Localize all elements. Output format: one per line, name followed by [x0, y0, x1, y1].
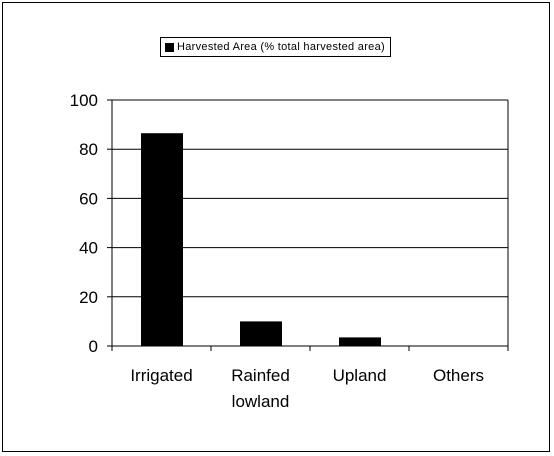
- y-tick-label: 20: [79, 288, 98, 307]
- y-tick-label: 0: [89, 337, 98, 356]
- x-tick-label: lowland: [232, 392, 290, 411]
- y-tick-label: 40: [79, 239, 98, 258]
- chart-frame: [2, 2, 550, 452]
- bar: [339, 337, 381, 346]
- x-tick-label: Upland: [333, 366, 387, 385]
- x-tick-label: Others: [433, 366, 484, 385]
- legend: Harvested Area (% total harvested area): [160, 37, 391, 57]
- bar: [141, 133, 183, 346]
- x-tick-label: Irrigated: [130, 366, 192, 385]
- bar: [240, 321, 282, 346]
- legend-label: Harvested Area (% total harvested area): [177, 41, 385, 53]
- legend-swatch: [165, 42, 174, 52]
- y-tick-label: 60: [79, 189, 98, 208]
- x-tick-label: Rainfed: [231, 366, 290, 385]
- y-tick-label: 100: [70, 91, 98, 110]
- y-tick-label: 80: [79, 140, 98, 159]
